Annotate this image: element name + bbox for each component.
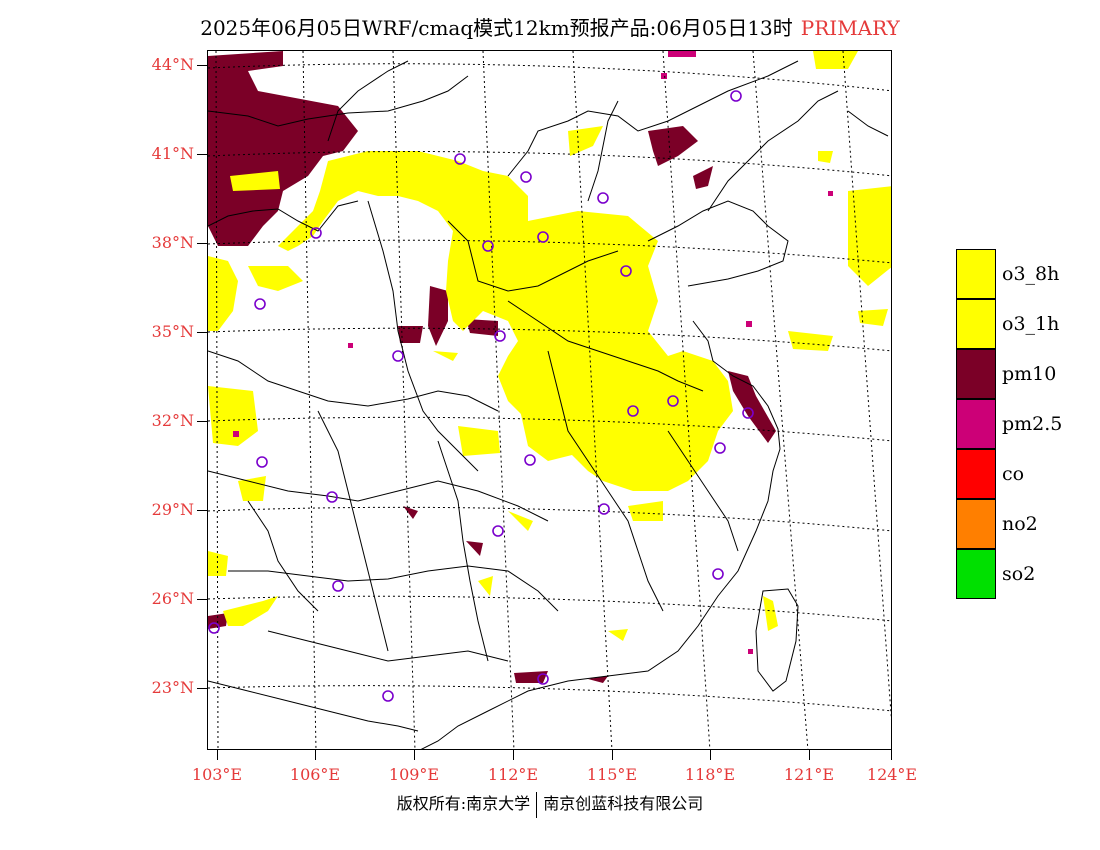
title-text: 2025年06月05日WRF/cmaq模式12km预报产品:06月05日13时: [200, 16, 793, 40]
lat-tick: [197, 510, 207, 511]
legend-label: o3_1h: [1002, 313, 1060, 335]
legend-label: so2: [1002, 563, 1036, 585]
lat-label-35: 35°N: [151, 322, 194, 341]
copyright-left: 版权所有:南京大学: [396, 794, 531, 813]
legend-label: co: [1002, 463, 1025, 485]
lon-tick: [315, 750, 316, 760]
lon-tick: [710, 750, 711, 760]
map-canvas: [208, 51, 891, 749]
lon-label-121: 121°E: [783, 765, 835, 784]
lon-label-124: 124°E: [866, 765, 918, 784]
map-frame: [207, 50, 892, 750]
pm10-field: [208, 51, 776, 683]
lon-label-118: 118°E: [684, 765, 736, 784]
lat-tick: [197, 65, 207, 66]
legend-swatch: [956, 449, 996, 499]
lat-label-44: 44°N: [151, 55, 194, 74]
legend-label: o3_8h: [1002, 263, 1060, 285]
footer-divider: [536, 791, 538, 818]
o3-field: [208, 51, 891, 641]
lon-label-106: 106°E: [289, 765, 341, 784]
lat-label-26: 26°N: [151, 589, 194, 608]
primary-tag: PRIMARY: [800, 16, 900, 40]
lat-tick: [197, 688, 207, 689]
legend-swatch: [956, 399, 996, 449]
legend-swatch: [956, 249, 996, 299]
legend-swatch: [956, 299, 996, 349]
lat-label-41: 41°N: [151, 144, 194, 163]
pm25-field: [233, 51, 833, 654]
lat-tick: [197, 154, 207, 155]
lat-label-38: 38°N: [151, 233, 194, 252]
legend-swatch: [956, 499, 996, 549]
legend-swatch: [956, 349, 996, 399]
legend-swatch: [956, 549, 996, 599]
lon-label-115: 115°E: [586, 765, 638, 784]
copyright-footer: 版权所有:南京大学 南京创蓝科技有限公司: [0, 790, 1100, 818]
lat-tick: [197, 421, 207, 422]
station-markers: [208, 90, 754, 702]
lat-label-23: 23°N: [151, 678, 194, 697]
lat-tick: [197, 332, 207, 333]
lat-label-32: 32°N: [151, 411, 194, 430]
lon-tick: [891, 750, 892, 760]
lat-label-29: 29°N: [151, 500, 194, 519]
legend-label: pm10: [1002, 363, 1057, 385]
boundaries: [208, 60, 889, 749]
lon-label-112: 112°E: [487, 765, 539, 784]
copyright-right: 南京创蓝科技有限公司: [543, 794, 704, 813]
lon-tick: [612, 750, 613, 760]
legend-label: pm2.5: [1002, 413, 1063, 435]
lon-tick: [414, 750, 415, 760]
lon-tick: [217, 750, 218, 760]
graticule: [208, 51, 891, 749]
lat-tick: [197, 599, 207, 600]
lon-label-109: 109°E: [388, 765, 440, 784]
lon-label-103: 103°E: [191, 765, 243, 784]
map-title: 2025年06月05日WRF/cmaq模式12km预报产品:06月05日13时 P…: [0, 12, 1100, 41]
lon-tick: [513, 750, 514, 760]
lon-tick: [809, 750, 810, 760]
lat-tick: [197, 243, 207, 244]
legend-label: no2: [1002, 513, 1038, 535]
